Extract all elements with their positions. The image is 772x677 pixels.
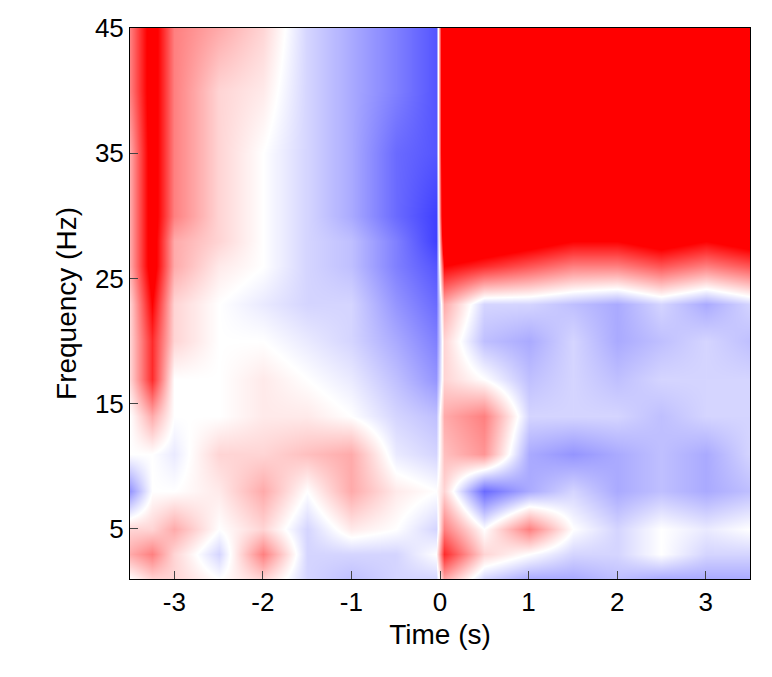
svg-text:-3: -3 — [163, 587, 186, 617]
svg-text:1: 1 — [521, 587, 535, 617]
svg-text:2: 2 — [610, 587, 624, 617]
svg-text:15: 15 — [95, 389, 124, 419]
svg-text:Time (s): Time (s) — [389, 619, 491, 650]
svg-text:5: 5 — [109, 514, 123, 544]
svg-text:-2: -2 — [251, 587, 274, 617]
svg-text:Frequency (Hz): Frequency (Hz) — [51, 207, 82, 400]
svg-text:0: 0 — [433, 587, 447, 617]
svg-text:35: 35 — [95, 138, 124, 168]
svg-text:25: 25 — [95, 264, 124, 294]
svg-text:-1: -1 — [340, 587, 363, 617]
svg-text:3: 3 — [698, 587, 712, 617]
svg-text:45: 45 — [95, 13, 124, 43]
